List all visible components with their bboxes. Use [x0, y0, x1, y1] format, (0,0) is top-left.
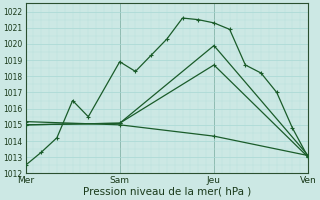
- X-axis label: Pression niveau de la mer( hPa ): Pression niveau de la mer( hPa ): [83, 187, 251, 197]
